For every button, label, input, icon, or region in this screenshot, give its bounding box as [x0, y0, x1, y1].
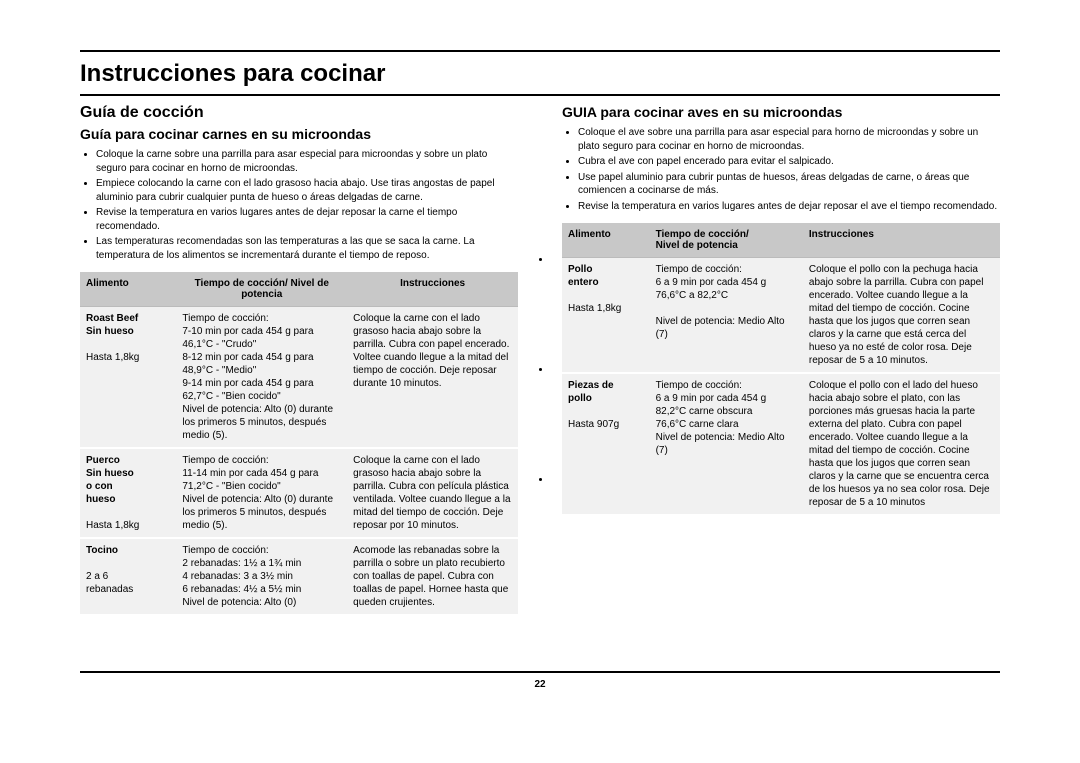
meat-table: Alimento Tiempo de cocción/ Nivel de pot… — [80, 272, 518, 614]
bullet-item: Empiece colocando la carne con el lado g… — [96, 177, 518, 204]
page-title: Instrucciones para cocinar — [80, 52, 1000, 94]
col-header-food: Alimento — [562, 223, 650, 258]
bullet-item: Coloque el ave sobre una parrilla para a… — [578, 126, 1000, 153]
subsection-heading: GUIA para cocinar aves en su microondas — [562, 104, 1000, 120]
cell-food: Piezas de pollo Hasta 907g — [562, 373, 650, 514]
table-row: Roast Beef Sin hueso Hasta 1,8kg Tiempo … — [80, 307, 518, 449]
two-column-layout: Guía de cocción Guía para cocinar carnes… — [80, 104, 1000, 614]
cell-time: Tiempo de cocción: 6 a 9 min por cada 45… — [650, 373, 803, 514]
section-heading: Guía de cocción — [80, 104, 518, 122]
column-separator-dots — [538, 104, 542, 614]
poultry-table: Alimento Tiempo de cocción/ Nivel de pot… — [562, 223, 1000, 514]
table-row: Pollo entero Hasta 1,8kg Tiempo de cocci… — [562, 258, 1000, 374]
right-column: GUIA para cocinar aves en su microondas … — [562, 104, 1000, 614]
bullet-item: Cubra el ave con papel encerado para evi… — [578, 155, 1000, 169]
cell-food: Roast Beef Sin hueso Hasta 1,8kg — [80, 307, 176, 449]
cell-instr: Coloque la carne con el lado grasoso hac… — [347, 448, 518, 538]
right-bullets: Coloque el ave sobre una parrilla para a… — [562, 126, 1000, 213]
left-bullets: Coloque la carne sobre una parrilla para… — [80, 148, 518, 262]
title-rule — [80, 94, 1000, 96]
cell-instr: Coloque el pollo con el lado del hueso h… — [803, 373, 1000, 514]
col-header-food: Alimento — [80, 272, 176, 307]
bullet-item: Coloque la carne sobre una parrilla para… — [96, 148, 518, 175]
cell-time: Tiempo de cocción: 11-14 min por cada 45… — [176, 448, 347, 538]
bullet-item: Las temperaturas recomendadas son las te… — [96, 235, 518, 262]
col-header-instr: Instrucciones — [347, 272, 518, 307]
cell-instr: Acomode las rebanadas sobre la parrilla … — [347, 538, 518, 614]
subsection-heading: Guía para cocinar carnes en su microonda… — [80, 126, 518, 142]
cell-food: Puerco Sin hueso o con hueso Hasta 1,8kg — [80, 448, 176, 538]
page-frame: Instrucciones para cocinar Guía de cocci… — [80, 50, 1000, 614]
cell-food: Pollo entero Hasta 1,8kg — [562, 258, 650, 374]
col-header-time: Tiempo de cocción/ Nivel de potencia — [650, 223, 803, 258]
cell-time: Tiempo de cocción: 7-10 min por cada 454… — [176, 307, 347, 449]
cell-instr: Coloque la carne con el lado grasoso hac… — [347, 307, 518, 449]
bullet-item: Revise la temperatura en varios lugares … — [96, 206, 518, 233]
cell-time: Tiempo de cocción: 6 a 9 min por cada 45… — [650, 258, 803, 374]
col-header-time: Tiempo de cocción/ Nivel de potencia — [176, 272, 347, 307]
cell-instr: Coloque el pollo con la pechuga hacia ab… — [803, 258, 1000, 374]
table-row: Tocino 2 a 6 rebanadas Tiempo de cocción… — [80, 538, 518, 614]
table-row: Puerco Sin hueso o con hueso Hasta 1,8kg… — [80, 448, 518, 538]
page-number: 22 — [80, 673, 1000, 690]
bullet-item: Revise la temperatura en varios lugares … — [578, 200, 1000, 214]
col-header-instr: Instrucciones — [803, 223, 1000, 258]
bullet-item: Use papel aluminio para cubrir puntas de… — [578, 171, 1000, 198]
cell-time: Tiempo de cocción: 2 rebanadas: 1½ a 1¾ … — [176, 538, 347, 614]
table-row: Piezas de pollo Hasta 907g Tiempo de coc… — [562, 373, 1000, 514]
cell-food: Tocino 2 a 6 rebanadas — [80, 538, 176, 614]
left-column: Guía de cocción Guía para cocinar carnes… — [80, 104, 518, 614]
